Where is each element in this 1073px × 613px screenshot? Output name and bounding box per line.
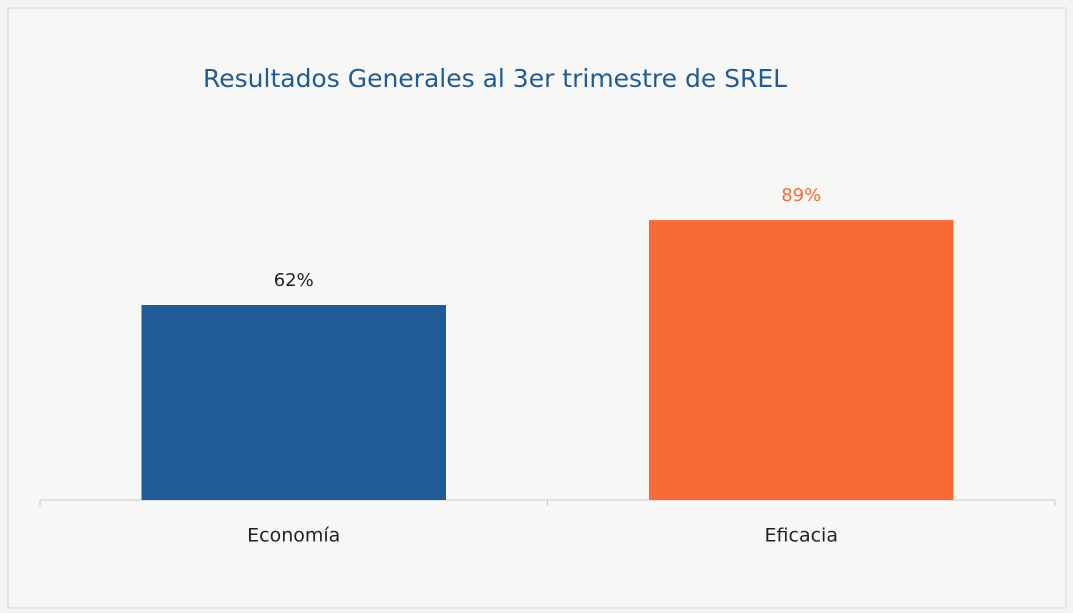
value-label: 62% <box>274 270 314 291</box>
x-tick-label: Economía <box>247 525 340 547</box>
bar <box>649 220 954 500</box>
x-tick-label: Eficacia <box>765 525 838 547</box>
chart-title: Resultados Generales al 3er trimestre de… <box>203 64 787 93</box>
value-label: 89% <box>781 185 821 206</box>
bar <box>141 305 446 500</box>
